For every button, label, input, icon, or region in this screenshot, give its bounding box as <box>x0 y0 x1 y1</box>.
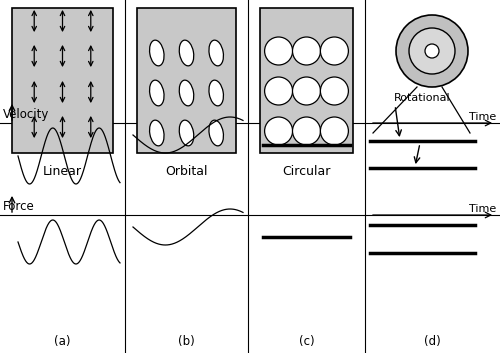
Circle shape <box>292 37 320 65</box>
Circle shape <box>409 28 455 74</box>
Text: (b): (b) <box>178 335 195 348</box>
Ellipse shape <box>209 40 224 66</box>
Text: Rotational: Rotational <box>394 93 450 103</box>
Ellipse shape <box>179 40 194 66</box>
Bar <box>12 8 113 153</box>
Circle shape <box>292 117 320 145</box>
Text: Orbital: Orbital <box>165 165 208 178</box>
Text: Circular: Circular <box>282 165 331 178</box>
Bar <box>260 8 353 153</box>
Text: Force: Force <box>3 200 35 213</box>
Ellipse shape <box>179 80 194 106</box>
Circle shape <box>396 15 468 87</box>
Circle shape <box>320 77 348 105</box>
Ellipse shape <box>179 120 194 146</box>
Ellipse shape <box>150 80 164 106</box>
Circle shape <box>320 117 348 145</box>
Text: Time: Time <box>469 204 496 214</box>
Text: Velocity: Velocity <box>3 108 50 121</box>
Bar <box>137 8 236 153</box>
Circle shape <box>292 77 320 105</box>
Ellipse shape <box>150 120 164 146</box>
Text: (a): (a) <box>54 335 71 348</box>
Ellipse shape <box>209 80 224 106</box>
Circle shape <box>264 37 292 65</box>
Circle shape <box>264 77 292 105</box>
Text: Linear: Linear <box>43 165 82 178</box>
Circle shape <box>320 37 348 65</box>
Ellipse shape <box>209 120 224 146</box>
Ellipse shape <box>150 40 164 66</box>
Text: (c): (c) <box>298 335 314 348</box>
Text: (d): (d) <box>424 335 441 348</box>
Circle shape <box>264 117 292 145</box>
Circle shape <box>425 44 439 58</box>
Text: Time: Time <box>469 112 496 122</box>
